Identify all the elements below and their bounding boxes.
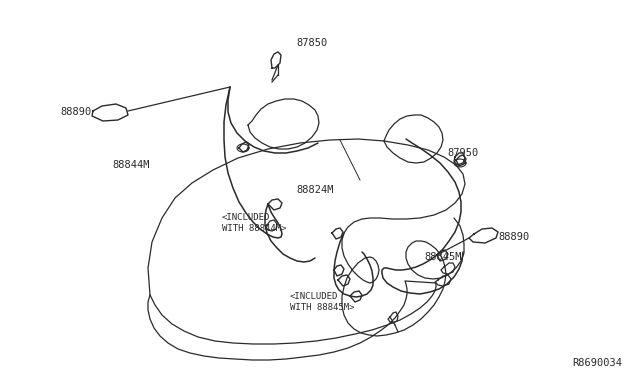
Text: 88890: 88890 <box>498 232 529 242</box>
Text: 87850: 87850 <box>296 38 327 48</box>
Text: <INCLUDED: <INCLUDED <box>222 213 270 222</box>
Text: 88844M: 88844M <box>112 160 150 170</box>
Text: R8690034: R8690034 <box>572 358 622 368</box>
Text: <INCLUDED: <INCLUDED <box>290 292 339 301</box>
Text: WITH 88845M>: WITH 88845M> <box>290 303 355 312</box>
Text: WITH 88844M>: WITH 88844M> <box>222 224 287 233</box>
Text: 87950: 87950 <box>447 148 478 158</box>
Text: 88845M: 88845M <box>424 252 461 262</box>
Text: 88824M: 88824M <box>296 185 333 195</box>
Text: 88890: 88890 <box>60 107 92 117</box>
